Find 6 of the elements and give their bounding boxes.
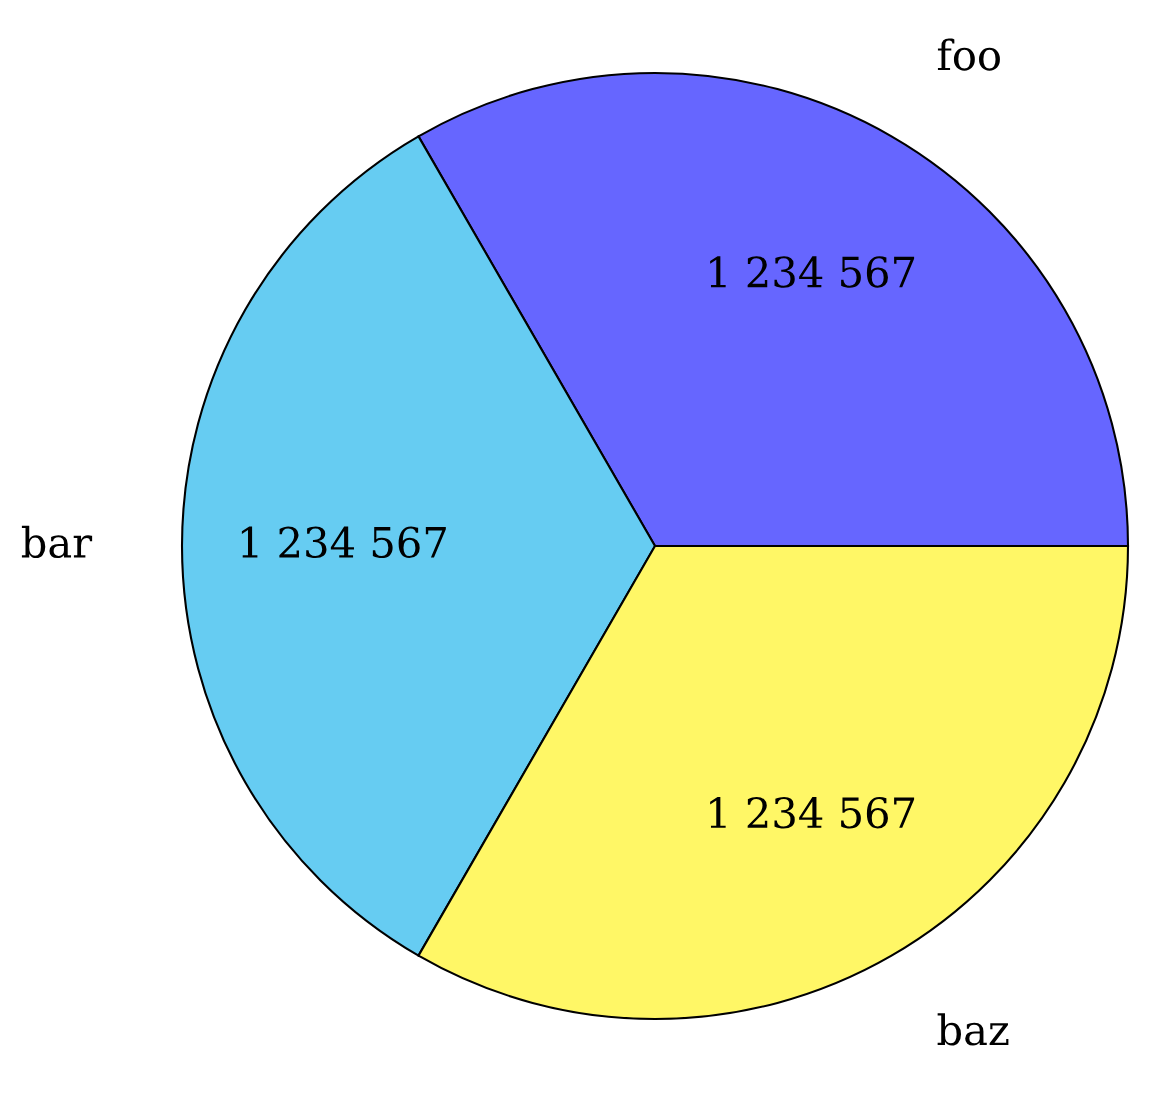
data-label: 1 234 567 — [710, 796, 915, 829]
slice-label: baz — [937, 1013, 1009, 1046]
data-label: 1 234 567 — [241, 526, 446, 559]
data-label: 1 234 567 — [710, 256, 915, 288]
slice-label: foo — [937, 38, 1000, 71]
slice-label: bar — [21, 525, 93, 559]
